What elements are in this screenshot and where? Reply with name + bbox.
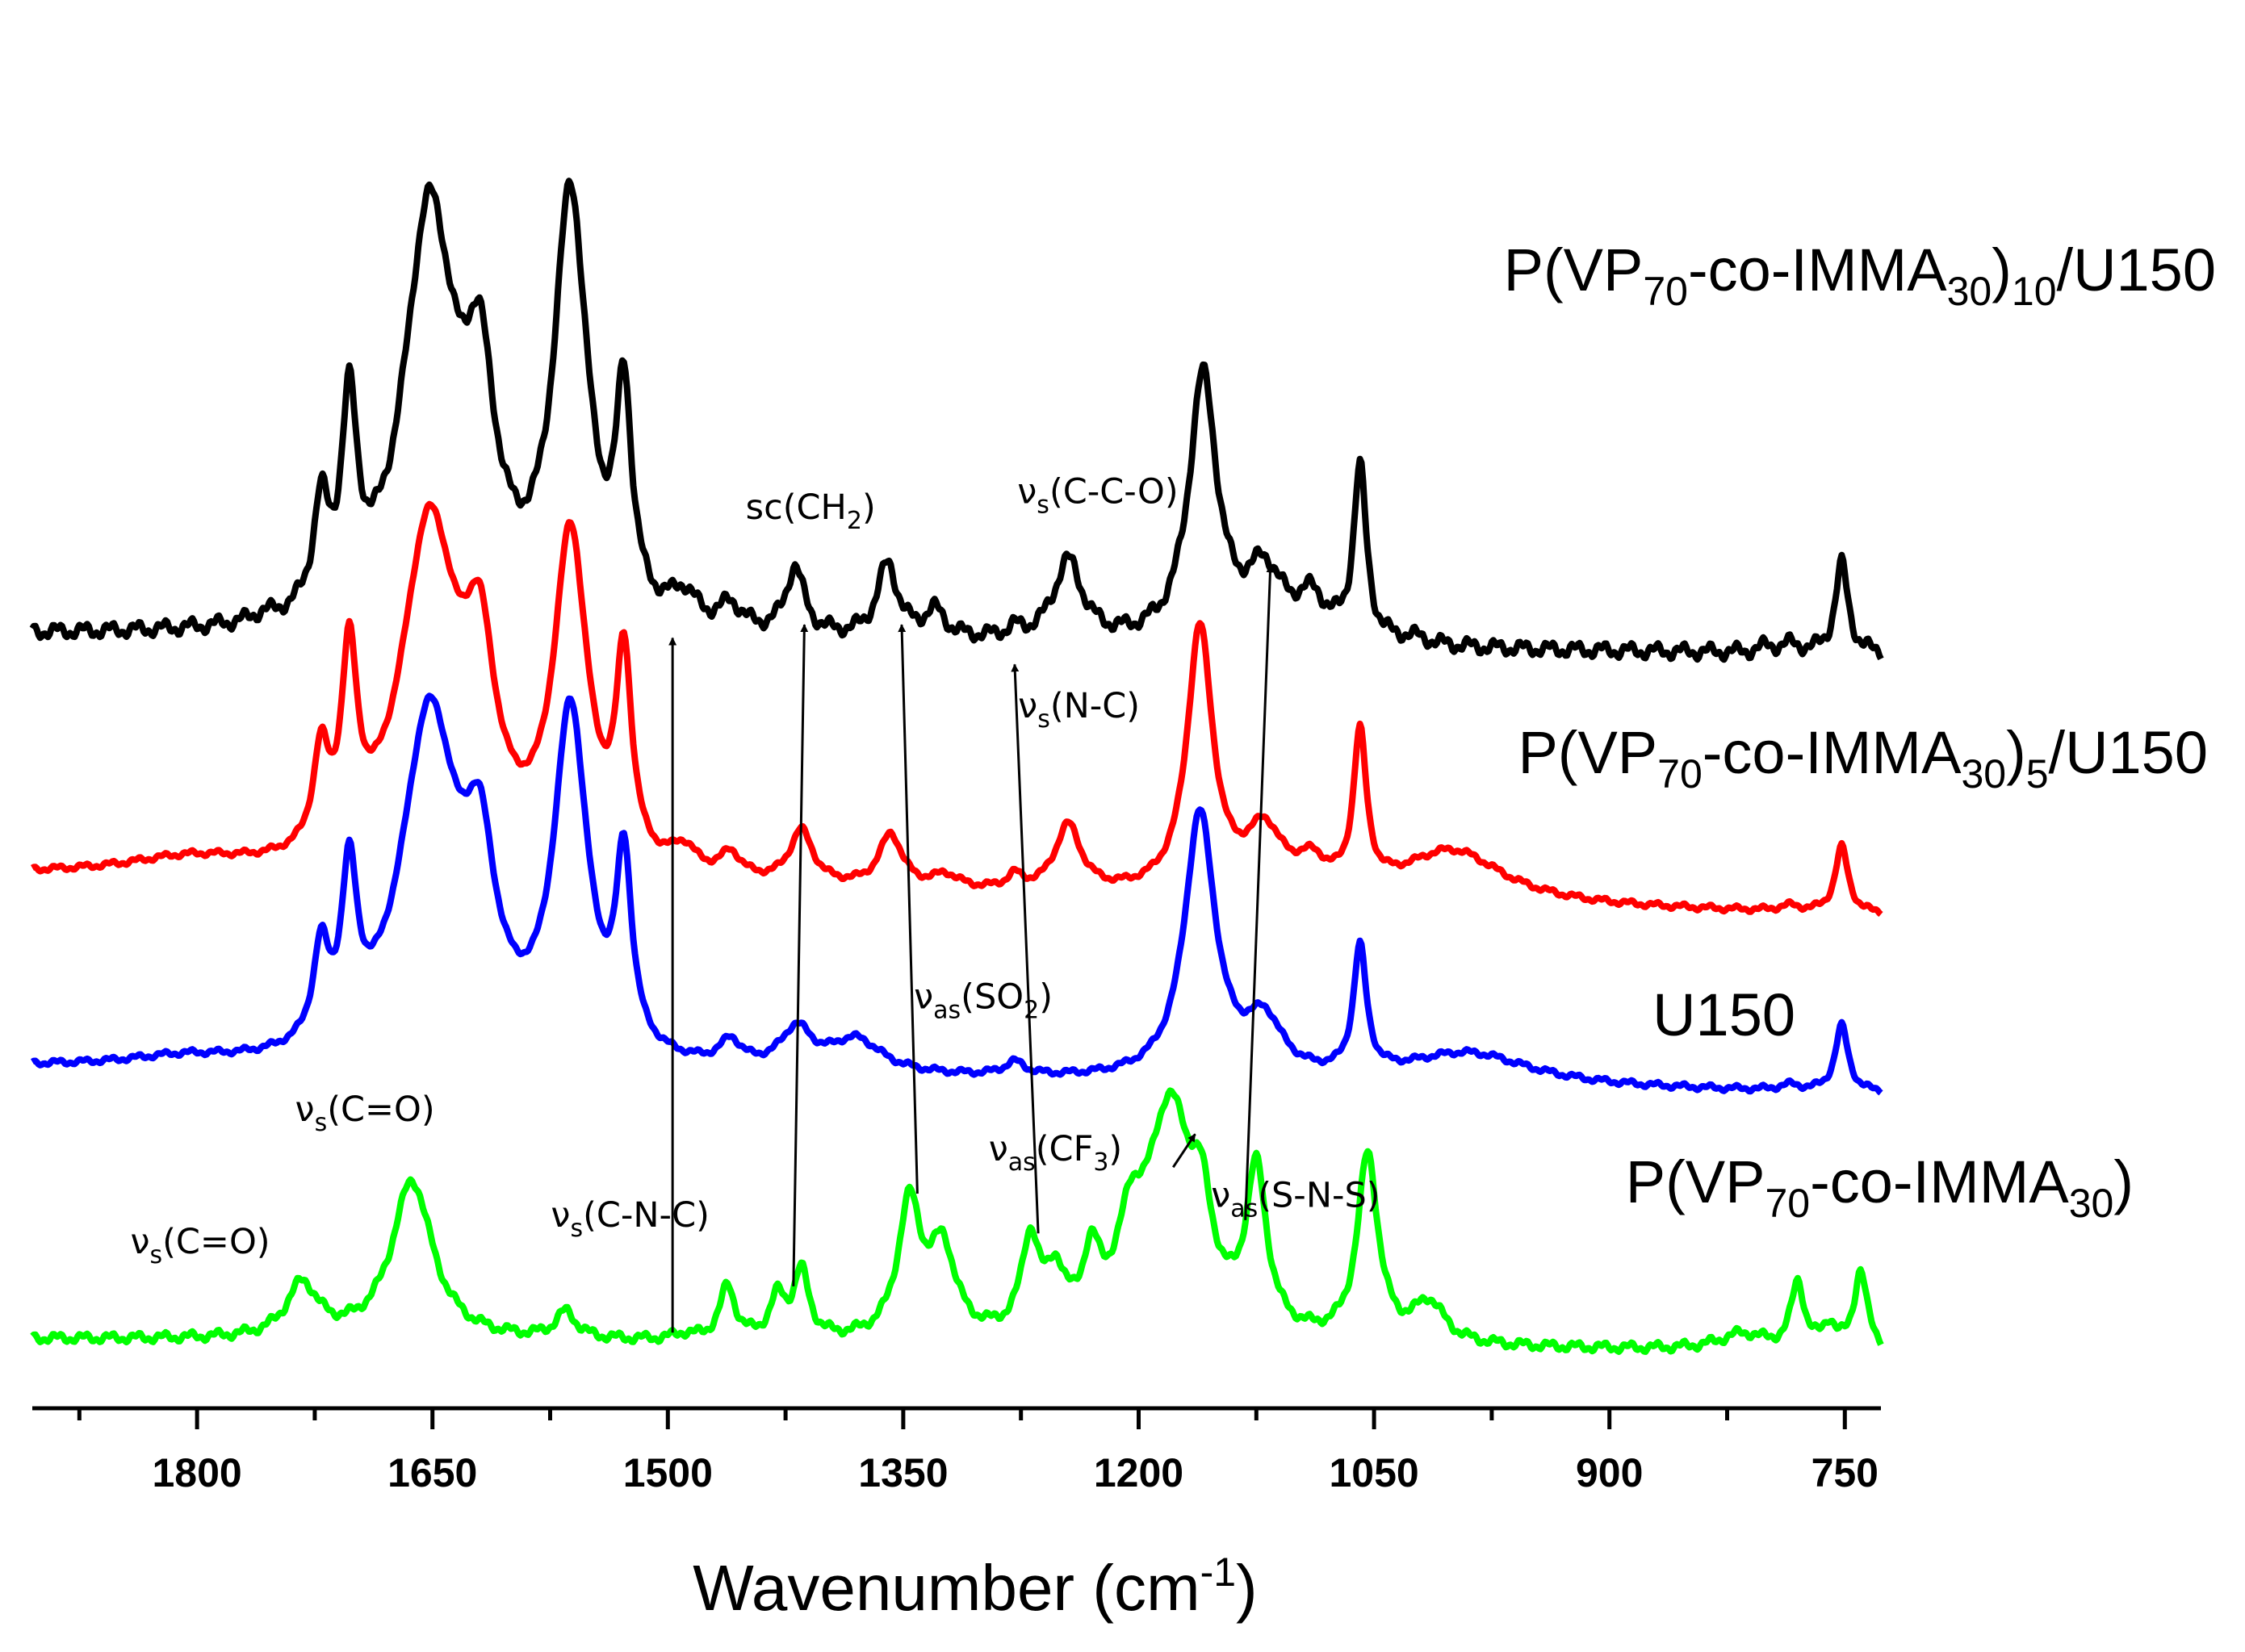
annotation-arrow <box>902 625 917 1194</box>
x-tick-label: 1650 <box>387 1450 477 1495</box>
label-series-3: U150 <box>1652 981 1795 1048</box>
x-axis-title: Wavenumber (cm-1) <box>693 1550 1257 1624</box>
x-tick-label: 900 <box>1576 1450 1643 1495</box>
ftir-chart: 1800 1650 1500 1350 1200 1050 900 750 Wavenumbe… <box>0 0 2245 1652</box>
x-tick-label: 1350 <box>858 1450 948 1495</box>
annotation-vs-co-upper: νs(C=O) <box>295 1089 435 1137</box>
annotation-arrow <box>794 625 805 1286</box>
label-series-1: P(VP70-co-IMMA30)10/U150 <box>1504 236 2216 314</box>
annotation-vas-so2: νas(SO2) <box>914 977 1053 1025</box>
x-tick-label: 1800 <box>152 1450 241 1495</box>
x-tick-label: 1500 <box>623 1450 713 1495</box>
annotation-vs-cco: νs(C-C-O) <box>1017 471 1178 519</box>
label-series-4: P(VP70-co-IMMA30) <box>1626 1148 2134 1226</box>
annotation-arrow <box>1246 565 1271 1220</box>
x-axis-title-sup: -1 <box>1200 1550 1236 1595</box>
annotation-vs-nc: νs(N-C) <box>1018 686 1140 734</box>
x-axis-title-main: Wavenumber (cm <box>693 1552 1200 1624</box>
annotation-arrow <box>1173 1134 1195 1167</box>
annotation-vs-cnc: νs(C-N-C) <box>551 1195 709 1243</box>
x-axis-ticks: 1800 1650 1500 1350 1200 1050 900 750 <box>79 1408 1879 1495</box>
x-tick-label: 750 <box>1811 1450 1879 1495</box>
annotation-sc-ch2: sc(CH2) <box>746 487 876 535</box>
x-tick-label: 1200 <box>1094 1450 1183 1495</box>
annotation-vas-cf3: νas(CF3) <box>989 1129 1122 1177</box>
annotation-vas-sns: νas(S-N-S) <box>1211 1175 1380 1223</box>
x-axis-title-close: ) <box>1236 1552 1258 1624</box>
annotation-vs-co-lower: νs(C=O) <box>130 1222 270 1269</box>
series-line-4 <box>32 1090 1881 1352</box>
label-series-2: P(VP70-co-IMMA30)5/U150 <box>1518 719 2208 797</box>
x-tick-label: 1050 <box>1329 1450 1418 1495</box>
